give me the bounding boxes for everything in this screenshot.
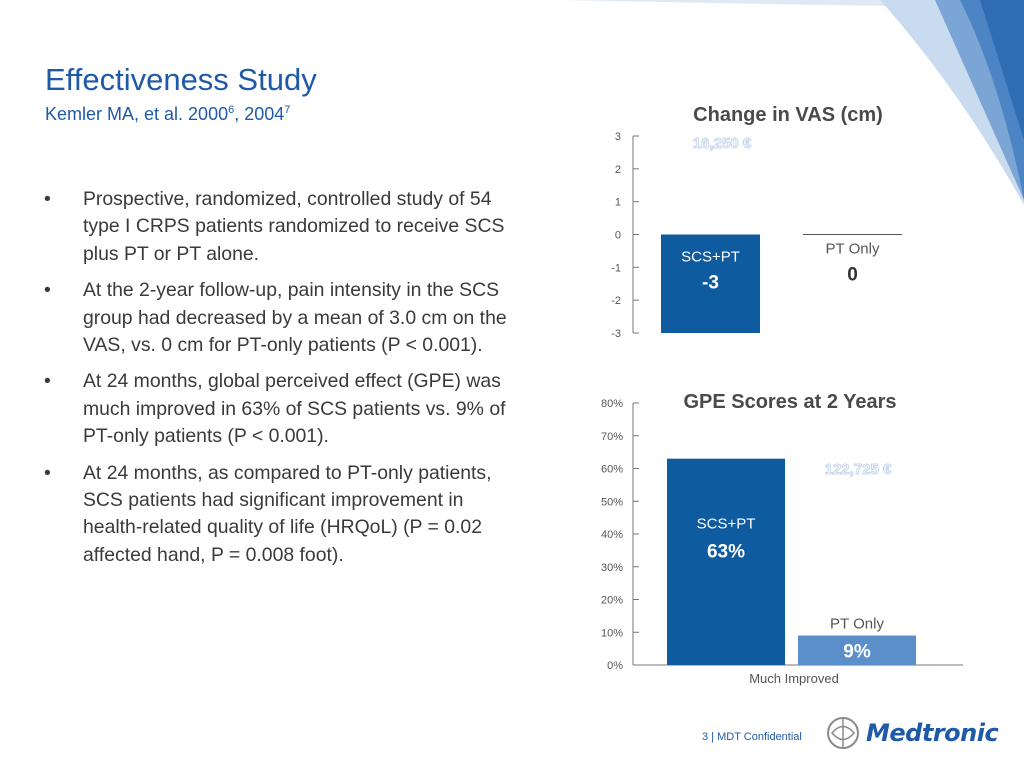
subtitle-ref-1: 6 bbox=[228, 104, 235, 116]
chart-title: Change in VAS (cm) bbox=[693, 104, 883, 126]
y-tick-label: 40% bbox=[601, 529, 623, 541]
y-tick-label: 1 bbox=[615, 197, 621, 209]
page-title: Effectiveness Study bbox=[45, 62, 317, 97]
bullet-item: • At 24 months, global perceived effect (… bbox=[44, 368, 524, 450]
y-tick-label: 80% bbox=[601, 398, 623, 410]
bullet-marker: • bbox=[44, 279, 51, 302]
bar-category-label: PT Only bbox=[826, 241, 880, 258]
bar-category-label: PT Only bbox=[830, 616, 884, 633]
watermark-value: 122,725 € bbox=[825, 461, 892, 478]
bullet-text: At 24 months, global perceived effect (G… bbox=[83, 370, 506, 448]
page-subtitle: Kemler MA, et al. 20006, 20047 bbox=[45, 104, 290, 125]
y-tick-label: 0% bbox=[607, 660, 623, 672]
y-tick-label: 60% bbox=[601, 464, 623, 476]
bullet-text: At the 2-year follow-up, pain intensity … bbox=[83, 279, 507, 357]
y-tick-label: 20% bbox=[601, 595, 623, 607]
y-tick-label: -2 bbox=[611, 295, 621, 307]
footer-confidential: 3 | MDT Confidential bbox=[702, 731, 802, 743]
bar-scs-pt bbox=[667, 458, 785, 665]
y-tick-label: 0 bbox=[615, 230, 621, 242]
bar-category-label: SCS+PT bbox=[681, 249, 740, 266]
bullet-marker: • bbox=[44, 370, 51, 393]
y-tick-label: 70% bbox=[601, 431, 623, 443]
bullet-list: • Prospective, randomized, controlled stu… bbox=[44, 186, 524, 578]
bullet-text: At 24 months, as compared to PT-only pat… bbox=[83, 461, 492, 566]
bullet-item: • Prospective, randomized, controlled stu… bbox=[44, 186, 524, 268]
bullet-marker: • bbox=[44, 188, 51, 210]
watermark-value: 16,250 € bbox=[693, 135, 752, 152]
bullet-text: Prospective, randomized, controlled stud… bbox=[83, 188, 505, 265]
bar-value-label: 9% bbox=[843, 642, 871, 663]
bullet-item: • At 24 months, as compared to PT-only pa… bbox=[44, 460, 524, 570]
bullet-item: • At the 2-year follow-up, pain intensity… bbox=[44, 277, 524, 359]
y-tick-label: 2 bbox=[615, 164, 621, 176]
y-tick-label: -3 bbox=[611, 328, 621, 340]
bar-scs-pt bbox=[661, 234, 760, 333]
corner-decoration bbox=[560, 0, 1024, 205]
medtronic-logo bbox=[827, 717, 859, 749]
x-axis-label: Much Improved bbox=[749, 671, 839, 686]
bar-value-label: 63% bbox=[707, 542, 745, 563]
bar-pt-only bbox=[798, 635, 916, 665]
subtitle-ref-2: 7 bbox=[284, 104, 291, 116]
subtitle-citation: Kemler MA, et al. 2000 bbox=[45, 104, 229, 124]
bullet-marker: • bbox=[44, 461, 51, 484]
y-tick-label: 30% bbox=[601, 562, 623, 574]
y-tick-label: 10% bbox=[601, 627, 623, 639]
subtitle-year: , 2004 bbox=[234, 104, 285, 124]
chart-title: GPE Scores at 2 Years bbox=[683, 391, 896, 413]
y-tick-label: -1 bbox=[611, 262, 621, 274]
bar-category-label: SCS+PT bbox=[697, 516, 756, 533]
bar-value-label: 0 bbox=[847, 265, 858, 286]
logo-wordmark: Medtronic bbox=[866, 719, 999, 747]
y-tick-label: 50% bbox=[601, 496, 623, 508]
bar-value-label: -3 bbox=[702, 273, 719, 294]
y-tick-label: 3 bbox=[615, 131, 621, 143]
